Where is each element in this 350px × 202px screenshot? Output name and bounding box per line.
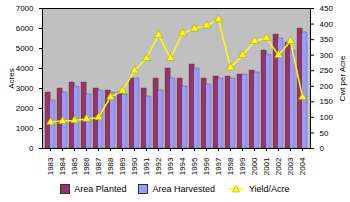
html-text:Area Harvested: Area Harvested: [152, 184, 215, 194]
svg-text:6000: 6000: [16, 24, 34, 33]
svg-text:2001: 2001: [262, 157, 271, 175]
svg-text:150: 150: [320, 97, 334, 106]
svg-text:Acres: Acres: [7, 68, 16, 88]
html-text:Area Planted: Area Planted: [74, 184, 127, 194]
svg-text:1000: 1000: [16, 124, 34, 133]
svg-text:5000: 5000: [16, 44, 34, 53]
svg-text:50: 50: [320, 129, 329, 138]
svg-text:1994: 1994: [178, 157, 187, 175]
svg-text:1992: 1992: [154, 157, 163, 175]
svg-text:250: 250: [320, 66, 334, 75]
svg-text:1991: 1991: [142, 157, 151, 175]
svg-text:1983: 1983: [46, 157, 55, 175]
svg-text:Cwt per Acre: Cwt per Acre: [338, 55, 347, 101]
svg-text:1993: 1993: [166, 157, 175, 175]
svg-text:3000: 3000: [16, 84, 34, 93]
svg-text:4000: 4000: [16, 64, 34, 73]
svg-text:7000: 7000: [16, 4, 34, 13]
svg-text:1984: 1984: [58, 157, 67, 175]
svg-text:300: 300: [320, 51, 334, 60]
svg-text:1996: 1996: [202, 157, 211, 175]
svg-text:400: 400: [320, 20, 334, 29]
svg-text:1990: 1990: [130, 157, 139, 175]
svg-text:0: 0: [320, 144, 325, 153]
svg-text:200: 200: [320, 82, 334, 91]
svg-text:1999: 1999: [238, 157, 247, 175]
svg-text:2004: 2004: [298, 157, 307, 175]
svg-text:1997: 1997: [214, 157, 223, 175]
svg-text:350: 350: [320, 35, 334, 44]
svg-text:1989: 1989: [118, 157, 127, 175]
svg-text:2002: 2002: [274, 157, 283, 175]
svg-text:1986: 1986: [82, 157, 91, 175]
svg-text:1988: 1988: [106, 157, 115, 175]
svg-text:2003: 2003: [286, 157, 295, 175]
svg-text:2000: 2000: [16, 104, 34, 113]
svg-text:1985: 1985: [70, 157, 79, 175]
svg-text:1998: 1998: [226, 157, 235, 175]
svg-text:100: 100: [320, 113, 334, 122]
svg-text:0: 0: [29, 144, 34, 153]
svg-text:1987: 1987: [94, 157, 103, 175]
svg-text:1995: 1995: [190, 157, 199, 175]
svg-text:2000: 2000: [250, 157, 259, 175]
html-text:Yield/Acre: Yield/Acre: [248, 184, 290, 194]
svg-text:450: 450: [320, 4, 334, 13]
